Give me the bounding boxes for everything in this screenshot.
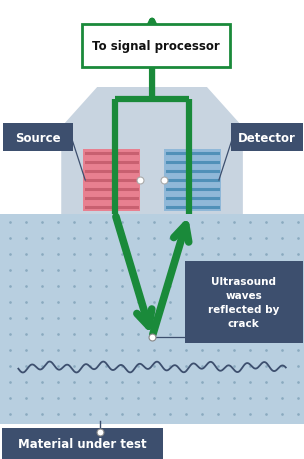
FancyBboxPatch shape <box>2 428 163 459</box>
Text: To signal processor: To signal processor <box>92 40 220 53</box>
Bar <box>164 150 221 212</box>
FancyBboxPatch shape <box>185 262 303 343</box>
Bar <box>0 214 304 424</box>
Polygon shape <box>61 88 243 214</box>
Text: Material under test: Material under test <box>18 437 147 451</box>
Text: Source: Source <box>16 131 61 144</box>
Text: Detector: Detector <box>238 131 296 144</box>
Bar <box>83 150 140 212</box>
FancyBboxPatch shape <box>3 124 73 151</box>
Text: Ultrasound
waves
reflected by
crack: Ultrasound waves reflected by crack <box>208 276 280 328</box>
FancyBboxPatch shape <box>82 25 230 68</box>
FancyBboxPatch shape <box>231 124 303 151</box>
